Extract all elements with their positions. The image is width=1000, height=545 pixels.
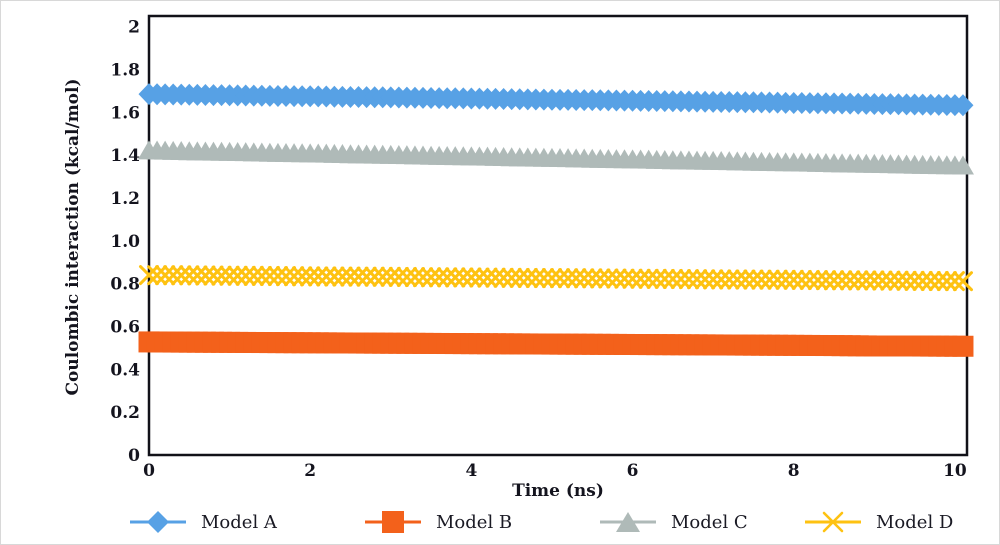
- legend: Model A Model B Model C Model D: [1, 504, 999, 540]
- svg-text:0: 0: [143, 461, 155, 481]
- legend-item-model-d: Model D: [804, 504, 953, 540]
- legend-marker-square-icon: [364, 508, 422, 536]
- legend-label: Model C: [671, 511, 748, 533]
- x-axis-title: Time (ns): [512, 481, 604, 501]
- svg-text:1.4: 1.4: [110, 146, 140, 166]
- svg-text:0.8: 0.8: [110, 275, 140, 295]
- legend-marker-triangle-icon: [599, 508, 657, 536]
- svg-text:0: 0: [128, 446, 140, 466]
- svg-text:6: 6: [627, 461, 639, 481]
- svg-text:0.2: 0.2: [110, 403, 140, 423]
- svg-text:2: 2: [128, 18, 140, 38]
- legend-label: Model D: [876, 511, 954, 533]
- svg-text:1.2: 1.2: [110, 189, 140, 209]
- legend-item-model-a: Model A: [129, 504, 277, 540]
- svg-text:0.6: 0.6: [110, 318, 140, 338]
- legend-marker-diamond-icon: [129, 508, 187, 536]
- legend-label: Model B: [436, 511, 513, 533]
- legend-item-model-c: Model C: [599, 504, 748, 540]
- svg-text:10: 10: [943, 461, 967, 481]
- svg-text:1.0: 1.0: [110, 232, 140, 252]
- svg-text:2: 2: [304, 461, 316, 481]
- legend-item-model-b: Model B: [364, 504, 512, 540]
- svg-text:1.8: 1.8: [110, 61, 140, 81]
- svg-text:8: 8: [788, 461, 800, 481]
- legend-marker-x-icon: [804, 508, 862, 536]
- y-axis-title: Coulombic interaction (kcal/mol): [63, 78, 83, 396]
- legend-label: Model A: [201, 511, 277, 533]
- svg-text:1.6: 1.6: [110, 103, 140, 123]
- svg-text:0.4: 0.4: [110, 360, 140, 380]
- svg-text:4: 4: [465, 461, 477, 481]
